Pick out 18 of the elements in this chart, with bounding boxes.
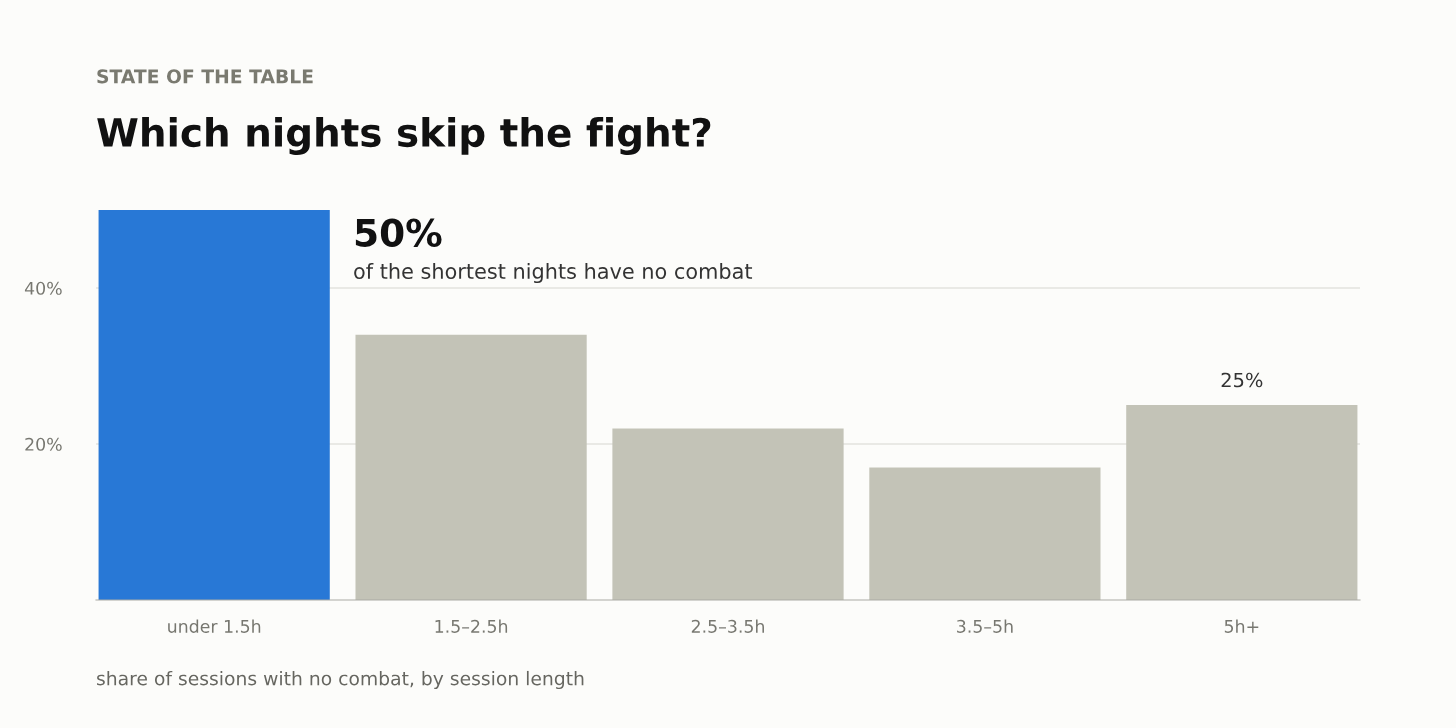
annotation: 50% (355, 218, 442, 247)
annotation: of the shortest nights have no combat (354, 262, 753, 284)
y-tick-label: 40% (24, 281, 62, 295)
text: share of sessions with no combat, by session length (97, 670, 584, 690)
y-tick-label: 20% (25, 437, 62, 451)
bar (1126, 405, 1358, 600)
bar (612, 428, 844, 600)
bar (869, 467, 1101, 600)
x-tick-label: 1.5–2.5h (435, 619, 508, 633)
x-tick-label: 5h+ (1224, 619, 1259, 633)
chart-title: Which nights skip the fight? (97, 117, 711, 155)
data-label: 25% (1221, 372, 1263, 388)
chart-subtitle: STATE OF THE TABLE (97, 69, 313, 84)
bar (355, 334, 587, 600)
x-tick-label: under 1.5h (168, 619, 261, 633)
x-tick-label: 3.5–5h (957, 619, 1013, 633)
x-tick-label: 2.5–3.5h (691, 619, 764, 633)
bar (98, 210, 330, 600)
